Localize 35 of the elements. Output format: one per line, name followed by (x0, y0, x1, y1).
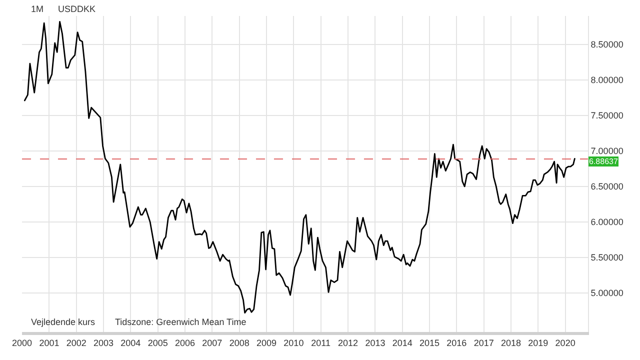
y-tick-label: 8.00000 (590, 75, 624, 86)
x-tick-label: 2009 (256, 338, 277, 348)
y-tick-label: 6.00000 (590, 217, 624, 228)
text: 1M (31, 4, 44, 14)
x-tick-label: 2017 (474, 338, 494, 348)
y-tick-label: 8.50000 (590, 40, 624, 50)
x-tick-label: 2012 (338, 338, 358, 348)
x-tick-label: 2016 (446, 338, 467, 348)
x-tick-label: 2019 (528, 338, 548, 348)
x-tick-label: 2018 (501, 338, 522, 348)
y-tick-label: 7.00000 (590, 146, 624, 156)
line-series (24, 20, 576, 314)
x-tick-label: 2002 (66, 338, 86, 348)
annotation: Tidszone: Greenwich Mean Time (115, 317, 246, 327)
x-tick-label: 2015 (419, 338, 440, 348)
y-tick-label: 7.50000 (590, 110, 624, 121)
annotation: Vejledende kurs (31, 317, 96, 327)
x-tick-label: 2000 (12, 338, 32, 348)
x-tick-label: 2003 (94, 338, 114, 348)
x-tick-label: 2004 (120, 338, 141, 348)
ref-line-label: 6.88637 (589, 157, 618, 166)
x-tick-label: 2001 (39, 338, 60, 348)
x-tick-label: 2006 (175, 338, 196, 348)
text: USDDKK (58, 4, 96, 14)
y-tick-label: 5.50000 (590, 252, 624, 263)
y-tick-label: 5.00000 (590, 288, 624, 298)
x-tick-label: 2011 (311, 338, 331, 348)
x-tick-label: 2010 (284, 338, 304, 348)
x-tick-label: 2014 (392, 338, 412, 348)
x-tick-label: 2020 (555, 338, 576, 348)
y-tick-label: 6.50000 (590, 182, 624, 192)
x-tick-label: 2013 (365, 338, 386, 348)
x-tick-label: 2008 (229, 338, 250, 348)
x-tick-label: 2005 (148, 338, 168, 348)
x-tick-label: 2007 (202, 338, 222, 348)
